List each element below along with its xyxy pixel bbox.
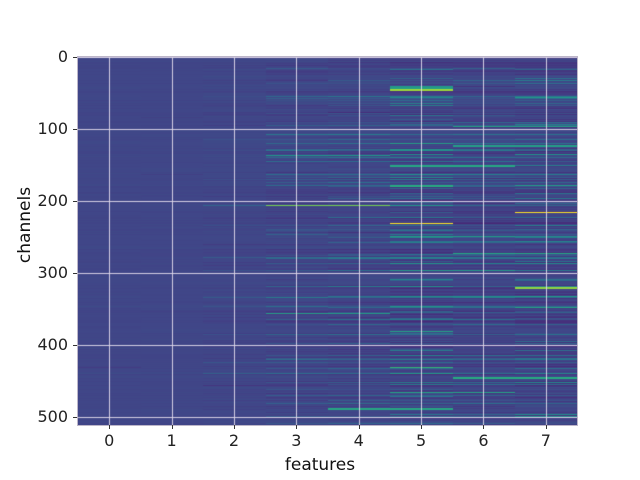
x-tick-label-2: 2 <box>228 431 240 450</box>
y-tick-label-0: 0 <box>57 47 68 67</box>
axis-spine-left <box>77 56 78 426</box>
x-tick-label-5: 5 <box>415 431 427 450</box>
axis-spine-bottom <box>78 425 578 426</box>
x-tick-mark-1 <box>171 425 173 429</box>
x-tick-mark-4 <box>358 425 360 429</box>
x-tick-mark-2 <box>233 425 235 429</box>
y-tick-mark-200 <box>73 201 77 202</box>
heatmap-image <box>78 57 577 425</box>
y-tick-label-200: 200 <box>37 191 68 211</box>
y-axis-label: channels <box>15 186 35 264</box>
x-tick-label-7: 7 <box>540 431 551 450</box>
y-tick-mark-100 <box>73 129 77 130</box>
x-tick-mark-0 <box>109 425 111 429</box>
y-tick-label-500: 500 <box>37 406 68 426</box>
y-tick-label-300: 300 <box>37 262 68 282</box>
x-tick-mark-7 <box>545 425 547 429</box>
axis-spine-top <box>78 56 578 57</box>
x-tick-mark-6 <box>483 425 485 429</box>
y-tick-label-400: 400 <box>37 334 68 354</box>
y-tick-mark-400 <box>73 345 77 346</box>
x-tick-mark-5 <box>421 425 423 429</box>
y-tick-label-100: 100 <box>37 119 68 139</box>
x-tick-label-4: 4 <box>353 431 364 450</box>
y-tick-mark-0 <box>73 57 77 58</box>
x-tick-label-3: 3 <box>291 431 302 450</box>
x-axis-label: features <box>284 455 356 475</box>
x-tick-label-6: 6 <box>478 431 489 450</box>
y-tick-mark-500 <box>73 417 77 418</box>
y-tick-mark-300 <box>73 273 77 274</box>
x-tick-mark-3 <box>296 425 298 429</box>
axis-spine-right <box>577 56 578 426</box>
x-tick-label-0: 0 <box>104 431 115 450</box>
x-tick-label-1: 1 <box>166 431 177 450</box>
